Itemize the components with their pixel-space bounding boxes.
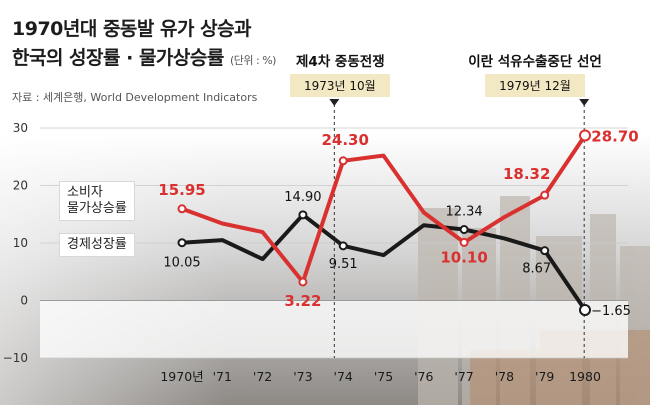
unit-note: (단위 : %) [229, 54, 276, 67]
x-tick-label: '71 [213, 369, 232, 384]
data-point [540, 246, 550, 256]
event-callout-1973: 제4차 중동전쟁 1973년 10월 [290, 48, 390, 97]
x-tick-label: 1980 [569, 369, 601, 384]
legend-cpi: 소비자 물가상승률 [60, 182, 134, 220]
series-line [180, 212, 587, 312]
data-label: 12.34 [445, 205, 482, 220]
x-tick-label: 1970년 [160, 369, 203, 384]
data-label: 8.67 [522, 262, 551, 277]
data-label: 3.22 [284, 292, 321, 310]
data-label: 18.32 [503, 165, 550, 183]
data-label: 15.95 [158, 181, 205, 199]
series-line [180, 133, 587, 284]
event-date-1979: 1979년 12월 [485, 74, 585, 97]
data-point [338, 241, 348, 251]
chart-title-line2-text: 한국의 성장률 · 물가상승률 [12, 47, 224, 69]
data-label: 10.10 [440, 248, 487, 266]
data-point [298, 277, 308, 287]
data-point [459, 225, 469, 235]
x-tick-label: '73 [293, 369, 312, 384]
data-label: −1.65 [591, 304, 631, 319]
data-label: 14.90 [284, 190, 321, 205]
data-label: 24.30 [321, 131, 368, 149]
event-title-1973: 제4차 중동전쟁 [290, 48, 385, 72]
data-point [459, 237, 469, 247]
data-point [177, 204, 187, 214]
data-point [579, 303, 591, 316]
data-point [338, 156, 348, 166]
y-tick-label: −10 [3, 351, 28, 365]
legend-gdp-label: 경제성장률 [67, 237, 127, 252]
x-tick-label: '72 [253, 369, 272, 384]
event-callout-1979: 이란 석유수출중단 선언 1979년 12월 [455, 48, 615, 97]
legend-gdp: 경제성장률 [60, 234, 134, 256]
chart-title-line1: 1970년대 중동발 유가 상승과 [12, 18, 252, 40]
x-tick-label: '74 [334, 369, 353, 384]
data-label: 10.05 [163, 256, 200, 271]
data-label: 9.51 [329, 257, 358, 272]
source-note: 자료 : 세계은행, World Development Indicators [12, 91, 258, 104]
x-tick-label: '75 [374, 369, 393, 384]
legend-cpi-line1: 소비자 [67, 185, 103, 200]
event-title-1979: 이란 석유수출중단 선언 [455, 48, 615, 72]
data-point [177, 238, 187, 248]
y-tick-label: 0 [20, 294, 28, 308]
data-point [540, 190, 550, 200]
event-pointer [329, 99, 340, 106]
x-tick-label: '78 [495, 369, 514, 384]
y-tick-label: 20 [13, 179, 28, 193]
data-label: 28.70 [591, 127, 638, 145]
event-date-1973: 1973년 10월 [290, 74, 390, 97]
chart-title-line2: 한국의 성장률 · 물가상승률 (단위 : %) [12, 43, 276, 70]
x-tick-label: '77 [454, 369, 473, 384]
data-point [298, 210, 308, 220]
y-tick-label: 10 [13, 236, 28, 250]
x-tick-label: '76 [414, 369, 433, 384]
legend-cpi-line2: 물가상승률 [67, 201, 127, 216]
y-tick-label: 30 [13, 121, 28, 135]
data-point [579, 129, 591, 142]
event-pointer [579, 99, 590, 106]
x-tick-label: '79 [535, 369, 554, 384]
